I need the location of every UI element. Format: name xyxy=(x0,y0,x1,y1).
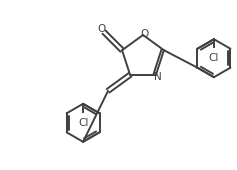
Text: N: N xyxy=(154,72,162,82)
Text: Cl: Cl xyxy=(78,118,88,128)
Text: O: O xyxy=(141,29,149,39)
Text: Cl: Cl xyxy=(209,53,219,63)
Text: O: O xyxy=(97,24,105,34)
